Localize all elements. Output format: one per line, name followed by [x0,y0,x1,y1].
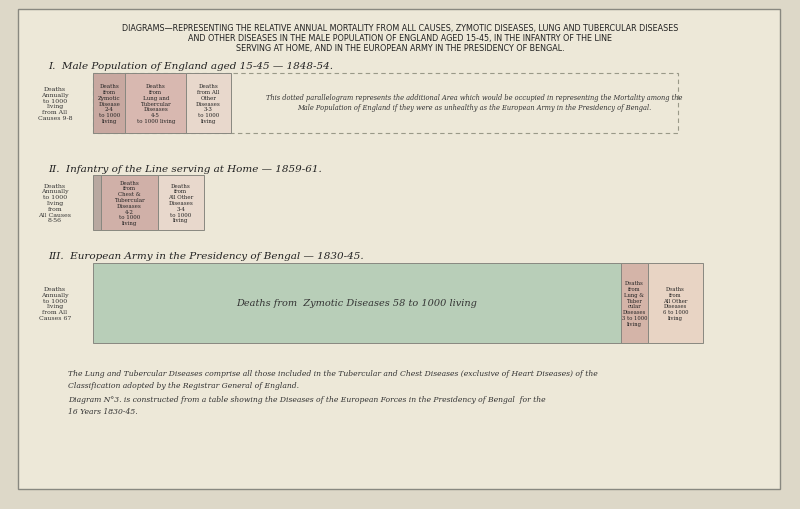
Text: Deaths from  Zymotic Diseases 58 to 1000 living: Deaths from Zymotic Diseases 58 to 1000 … [237,299,478,308]
Text: Classification adopted by the Registrar General of England.: Classification adopted by the Registrar … [68,381,299,389]
Text: The Lung and Tubercular Diseases comprise all those included in the Tubercular a: The Lung and Tubercular Diseases compris… [68,369,598,377]
Text: This dotted parallelogram represents the additional Area which would be occupied: This dotted parallelogram represents the… [266,94,682,102]
Text: Deaths
Annually
to 1000
living
from All
Causes 67: Deaths Annually to 1000 living from All … [39,287,71,320]
Bar [101,176,158,231]
Text: Deaths
from
All Other
Diseases
3-4
to 1000
living: Deaths from All Other Diseases 3-4 to 10… [168,183,194,223]
Text: DIAGRAMS—REPRESENTING THE RELATIVE ANNUAL MORTALITY FROM ALL CAUSES, ZYMOTIC DIS: DIAGRAMS—REPRESENTING THE RELATIVE ANNUA… [122,24,678,33]
Bar [648,264,702,344]
Text: Deaths
from
Chest &
Tubercular
Diseases
4-2
to 1000
living: Deaths from Chest & Tubercular Diseases … [114,180,145,226]
Text: Deaths
from
Lung &
Tuber
cular
Diseases
3 to 1000
living: Deaths from Lung & Tuber cular Diseases … [622,280,647,326]
Text: SERVING AT HOME, AND IN THE EUROPEAN ARMY IN THE PRESIDENCY OF BENGAL.: SERVING AT HOME, AND IN THE EUROPEAN ARM… [236,44,564,53]
Text: II.  Infantry of the Line serving at Home — 1859-61.: II. Infantry of the Line serving at Home… [48,165,322,174]
Text: Deaths
from All
Other
Diseases
3-3
to 1000
living: Deaths from All Other Diseases 3-3 to 10… [196,84,221,124]
Text: Diagram N°3. is constructed from a table showing the Diseases of the European Fo: Diagram N°3. is constructed from a table… [68,395,546,403]
Bar [93,74,126,134]
Text: III.  European Army in the Presidency of Bengal — 1830-45.: III. European Army in the Presidency of … [48,251,364,261]
Text: 16 Years 1830-45.: 16 Years 1830-45. [68,407,138,415]
Text: Male Population of England if they were as unhealthy as the European Army in the: Male Population of England if they were … [298,104,651,112]
Text: Deaths
from
All Other
Diseases
6 to 1000
living: Deaths from All Other Diseases 6 to 1000… [662,287,688,320]
Text: AND OTHER DISEASES IN THE MALE POPULATION OF ENGLAND AGED 15-45, IN THE INFANTRY: AND OTHER DISEASES IN THE MALE POPULATIO… [188,34,612,43]
Text: I.  Male Population of England aged 15-45 — 1848-54.: I. Male Population of England aged 15-45… [48,62,333,71]
Bar [186,74,230,134]
Text: Deaths
Annually
to 1000
living
from All
Causes 9-8: Deaths Annually to 1000 living from All … [38,87,72,121]
Bar [158,176,203,231]
Text: Deaths
from
Zymotic
Disease
2-4
to 1000
living: Deaths from Zymotic Disease 2-4 to 1000 … [98,84,121,124]
Bar [126,74,186,134]
Text: Deaths
from
Lung and
Tubercular
Diseases
4-5
to 1000 living: Deaths from Lung and Tubercular Diseases… [137,84,175,124]
Text: Deaths
Annually
to 1000
living
from
All Causes
8-56: Deaths Annually to 1000 living from All … [38,183,71,223]
Bar [621,264,648,344]
Bar [93,176,101,231]
Bar [93,74,678,134]
Bar [93,264,621,344]
